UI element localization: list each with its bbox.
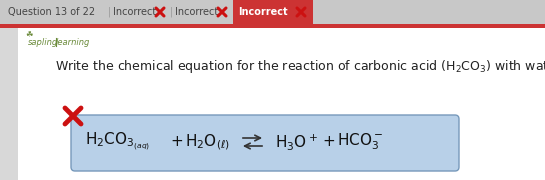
- Text: sapling: sapling: [28, 38, 58, 47]
- Bar: [0, 24, 545, 28]
- Bar: [18, 28, 545, 180]
- Text: ☘: ☘: [25, 30, 33, 39]
- Text: |: |: [108, 7, 111, 17]
- Text: $+$: $+$: [322, 134, 335, 150]
- Bar: [0, 0, 545, 24]
- Bar: [0, 28, 18, 180]
- Text: |: |: [170, 7, 173, 17]
- Text: Write the chemical equation for the reaction of carbonic acid (H$_2$CO$_3$) with: Write the chemical equation for the reac…: [55, 58, 545, 75]
- Text: Incorrect: Incorrect: [175, 7, 218, 17]
- Text: learning: learning: [56, 38, 90, 47]
- Text: H$_3$O$^+$: H$_3$O$^+$: [275, 132, 318, 152]
- Text: Question 13 of 22: Question 13 of 22: [8, 7, 95, 17]
- Text: Incorrect: Incorrect: [113, 7, 156, 17]
- Text: H$_2$O$_{(\ell)}$: H$_2$O$_{(\ell)}$: [185, 132, 230, 152]
- Text: $+$: $+$: [170, 134, 183, 150]
- FancyBboxPatch shape: [71, 115, 459, 171]
- Text: Incorrect: Incorrect: [238, 7, 288, 17]
- Text: HCO$_3^-$: HCO$_3^-$: [337, 132, 383, 152]
- Text: H$_2$CO$_{3_{(aq)}}$: H$_2$CO$_{3_{(aq)}}$: [85, 131, 150, 153]
- FancyBboxPatch shape: [233, 0, 313, 24]
